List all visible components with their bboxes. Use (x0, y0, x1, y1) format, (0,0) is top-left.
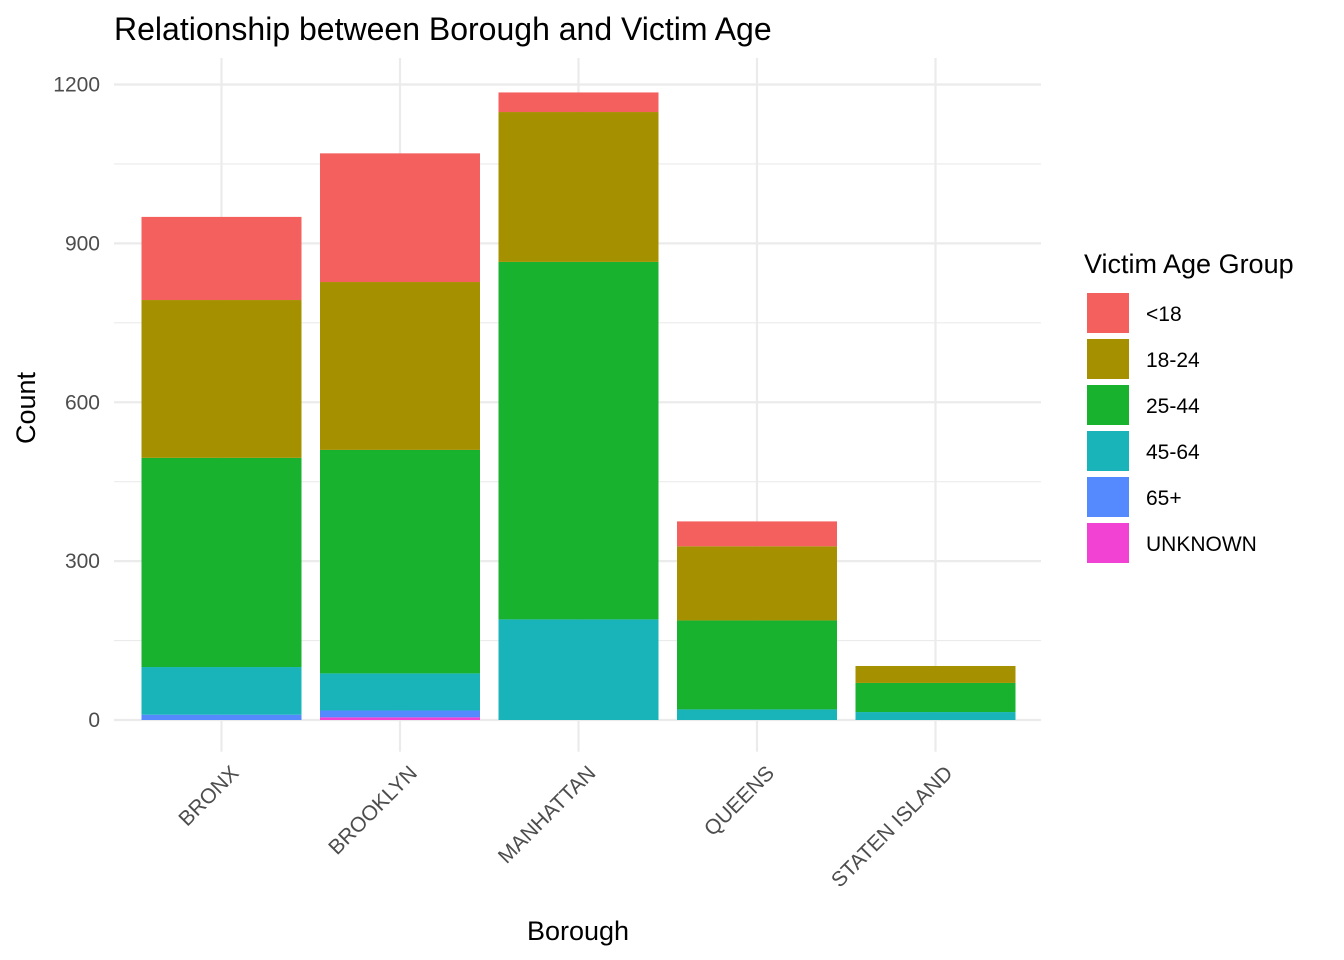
legend-key (1087, 385, 1129, 425)
x-tick-label: QUEENS (700, 762, 779, 841)
bar-segment-queens-18 (677, 521, 837, 547)
bar-segment-manhattan-2544 (498, 261, 659, 620)
y-tick-label: 300 (65, 550, 100, 573)
legend-title: Victim Age Group (1084, 249, 1294, 279)
bar-segment-bronx-65 (141, 714, 302, 720)
x-axis-ticks: BRONX BROOKLYN MANHATTAN QUEENS STATEN ISLAN… (174, 762, 957, 892)
bar-segment-brooklyn-1824 (320, 282, 480, 450)
bar-segment-manhattan-1824 (498, 112, 659, 262)
legend-label: 25-44 (1146, 395, 1200, 418)
bar-segment-brooklyn-2544 (320, 449, 480, 674)
x-tick-label: STATEN ISLAND (827, 762, 957, 892)
legend-key (1087, 431, 1129, 471)
x-axis-title: Borough (527, 916, 629, 946)
legend-label: 18-24 (1146, 349, 1200, 372)
bar-segment-staten-island-1824 (855, 665, 1016, 683)
legend-label: 45-64 (1146, 441, 1200, 464)
y-axis-ticks: 0 300 600 900 1200 (53, 74, 100, 733)
bar-segment-brooklyn-18 (320, 153, 480, 283)
legend-key (1087, 477, 1129, 517)
legend-label: UNKNOWN (1146, 533, 1257, 556)
bar-segment-bronx-1824 (141, 300, 302, 458)
bars (141, 92, 1016, 720)
bar-segment-bronx-2544 (141, 457, 302, 668)
bar-segment-staten-island-4564 (855, 712, 1016, 720)
chart-title: Relationship between Borough and Victim … (114, 11, 772, 47)
y-tick-label: 900 (65, 232, 100, 255)
x-tick-label: MANHATTAN (494, 762, 600, 868)
legend-label: <18 (1146, 303, 1182, 326)
legend: Victim Age Group <18 18-24 25-44 45-64 65+ UN… (1084, 249, 1294, 563)
y-tick-label: 1200 (53, 74, 100, 97)
y-tick-label: 600 (65, 391, 100, 414)
y-tick-label: 0 (88, 709, 100, 732)
bar-segment-bronx-4564 (141, 667, 302, 715)
bar-segment-queens-2544 (677, 620, 837, 710)
x-tick-label: BRONX (174, 762, 243, 831)
bar-segment-queens-1824 (677, 546, 837, 621)
legend-key (1087, 293, 1129, 333)
legend-label: 65+ (1146, 487, 1182, 510)
y-axis-title: Count (11, 371, 41, 444)
legend-key (1087, 523, 1129, 563)
legend-key (1087, 339, 1129, 379)
bar-segment-manhattan-4564 (498, 619, 659, 720)
bar-segment-brooklyn-unknown (320, 717, 480, 720)
bar-segment-bronx-18 (141, 216, 302, 301)
bar-segment-manhattan-18 (498, 92, 659, 113)
x-tick-label: BROOKLYN (324, 762, 422, 860)
bar-segment-staten-island-2544 (855, 682, 1016, 713)
bar-segment-queens-4564 (677, 709, 837, 720)
bar-segment-brooklyn-4564 (320, 673, 480, 711)
bar-segment-brooklyn-65 (320, 710, 480, 718)
